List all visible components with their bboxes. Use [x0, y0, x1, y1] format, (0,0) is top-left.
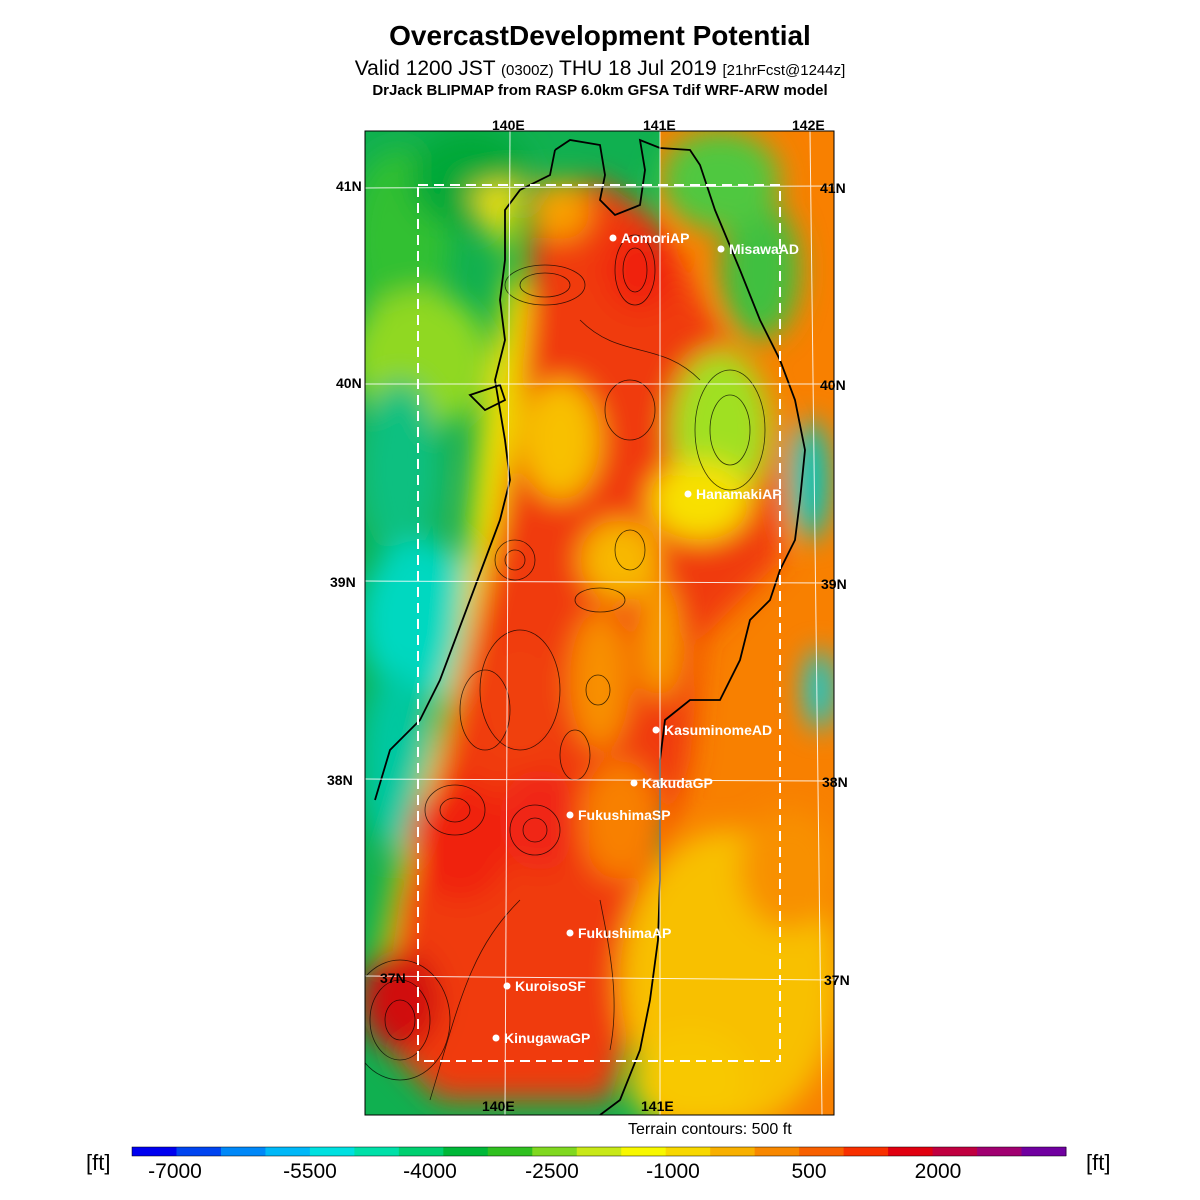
station-dot-aomoriap [609, 234, 617, 242]
colorbar-swatch [888, 1147, 934, 1156]
graticule [365, 131, 834, 1115]
station-dot-kasuminomead [652, 726, 660, 734]
colorbar-swatch [132, 1147, 177, 1156]
colorbar-swatch [576, 1147, 622, 1156]
colorbar-swatch [710, 1147, 756, 1156]
lat-label-right-38n: 38N [822, 774, 848, 790]
colorbar-swatch [799, 1147, 845, 1156]
terrain-contours [365, 234, 766, 1101]
station-label-fukushimaap: FukushimaAP [578, 925, 672, 941]
colorbar-swatch [176, 1147, 222, 1156]
map-title: OvercastDevelopment Potential [389, 20, 811, 51]
colorbar-swatch [398, 1147, 444, 1156]
station-label-hanamakiap: HanamakiAP [696, 486, 782, 502]
colorbar-swatch [843, 1147, 889, 1156]
colorbar-tick-5: 500 [791, 1160, 827, 1183]
colorbar-swatch [754, 1147, 800, 1156]
colorbar-swatch [354, 1147, 400, 1156]
station-markers [492, 234, 725, 1042]
station-dot-kakudagp [630, 779, 638, 787]
lat-label-left-38n: 38N [327, 772, 353, 788]
colorbar-tick-4: -1000 [646, 1160, 700, 1183]
terrain-contour-note: Terrain contours: 500 ft [628, 1121, 792, 1138]
lon-label-top-142e: 142E [792, 117, 825, 133]
station-label-fukushimasp: FukushimaSP [578, 807, 671, 823]
colorbar-swatch [532, 1147, 578, 1156]
colorbar-swatch [443, 1147, 489, 1156]
lat-label-right-39n: 39N [821, 576, 847, 592]
valid-time: Valid 1200 JST (0300Z) THU 18 Jul 2019 [… [0, 57, 1200, 81]
station-label-kasuminomead: KasuminomeAD [664, 722, 773, 738]
colorbar-swatch [665, 1147, 711, 1156]
station-dot-kinugawagp [492, 1034, 500, 1042]
colorbar-swatch [220, 1147, 266, 1156]
colorbar-tick-6: 2000 [914, 1160, 962, 1183]
lon-label-top-141e: 141E [643, 117, 676, 133]
lat-label-right-37n: 37N [824, 972, 850, 988]
colorbar-swatch [1021, 1147, 1067, 1156]
colorbar-tick-3: -2500 [525, 1160, 579, 1183]
utc-time: (0300Z) [501, 62, 554, 79]
forecast-info: [21hrFcst@1244z] [722, 62, 846, 79]
station-label-kuroisosf: KuroisoSF [515, 978, 586, 994]
lon-label-bottom-140e: 140E [482, 1098, 515, 1114]
station-dot-kuroisosf [503, 982, 511, 990]
station-dot-fukushimaap [566, 929, 574, 937]
lat-label-left-37n: 37N [380, 970, 406, 986]
colorbar [131, 1146, 1067, 1157]
colorbar-unit-left: [ft] [86, 1150, 111, 1175]
valid-label: Valid 1200 JST [354, 57, 496, 80]
colorbar-swatch [932, 1147, 978, 1156]
valid-date: THU 18 Jul 2019 [559, 57, 717, 80]
lat-label-left-40n: 40N [336, 375, 362, 391]
lat-label-right-41n: 41N [820, 180, 846, 196]
station-label-kakudagp: KakudaGP [642, 775, 713, 791]
lat-label-left-39n: 39N [330, 574, 356, 590]
station-label-aomoriap: AomoriAP [621, 230, 690, 246]
station-dot-misawaad [717, 245, 725, 253]
colorbar-swatch [621, 1147, 667, 1156]
lat-label-left-41n: 41N [336, 178, 362, 194]
map-border [364, 130, 835, 1116]
station-dot-fukushimasp [566, 811, 574, 819]
station-label-misawaad: MisawaAD [729, 241, 800, 257]
colorbar-tick-2: -4000 [403, 1160, 457, 1183]
colorbar-swatch [309, 1147, 355, 1156]
colorbar-border [131, 1146, 1067, 1157]
colorbar-tick-0: -7000 [148, 1160, 202, 1183]
colorbar-tick-1: -5500 [283, 1160, 337, 1183]
station-dot-hanamakiap [684, 490, 692, 498]
lon-label-bottom-141e: 141E [641, 1098, 674, 1114]
colorbar-unit-right: [ft] [1086, 1150, 1111, 1175]
colorbar-swatch [977, 1147, 1023, 1156]
lat-label-right-40n: 40N [820, 377, 846, 393]
station-label-kinugawagp: KinugawaGP [504, 1030, 591, 1046]
domain-box [417, 184, 781, 1062]
lon-label-top-140e: 140E [492, 117, 525, 133]
colorbar-swatch [487, 1147, 533, 1156]
model-description: DrJack BLIPMAP from RASP 6.0km GFSA Tdif… [372, 82, 828, 99]
colorbar-swatch [265, 1147, 311, 1156]
map-field [365, 131, 834, 1115]
